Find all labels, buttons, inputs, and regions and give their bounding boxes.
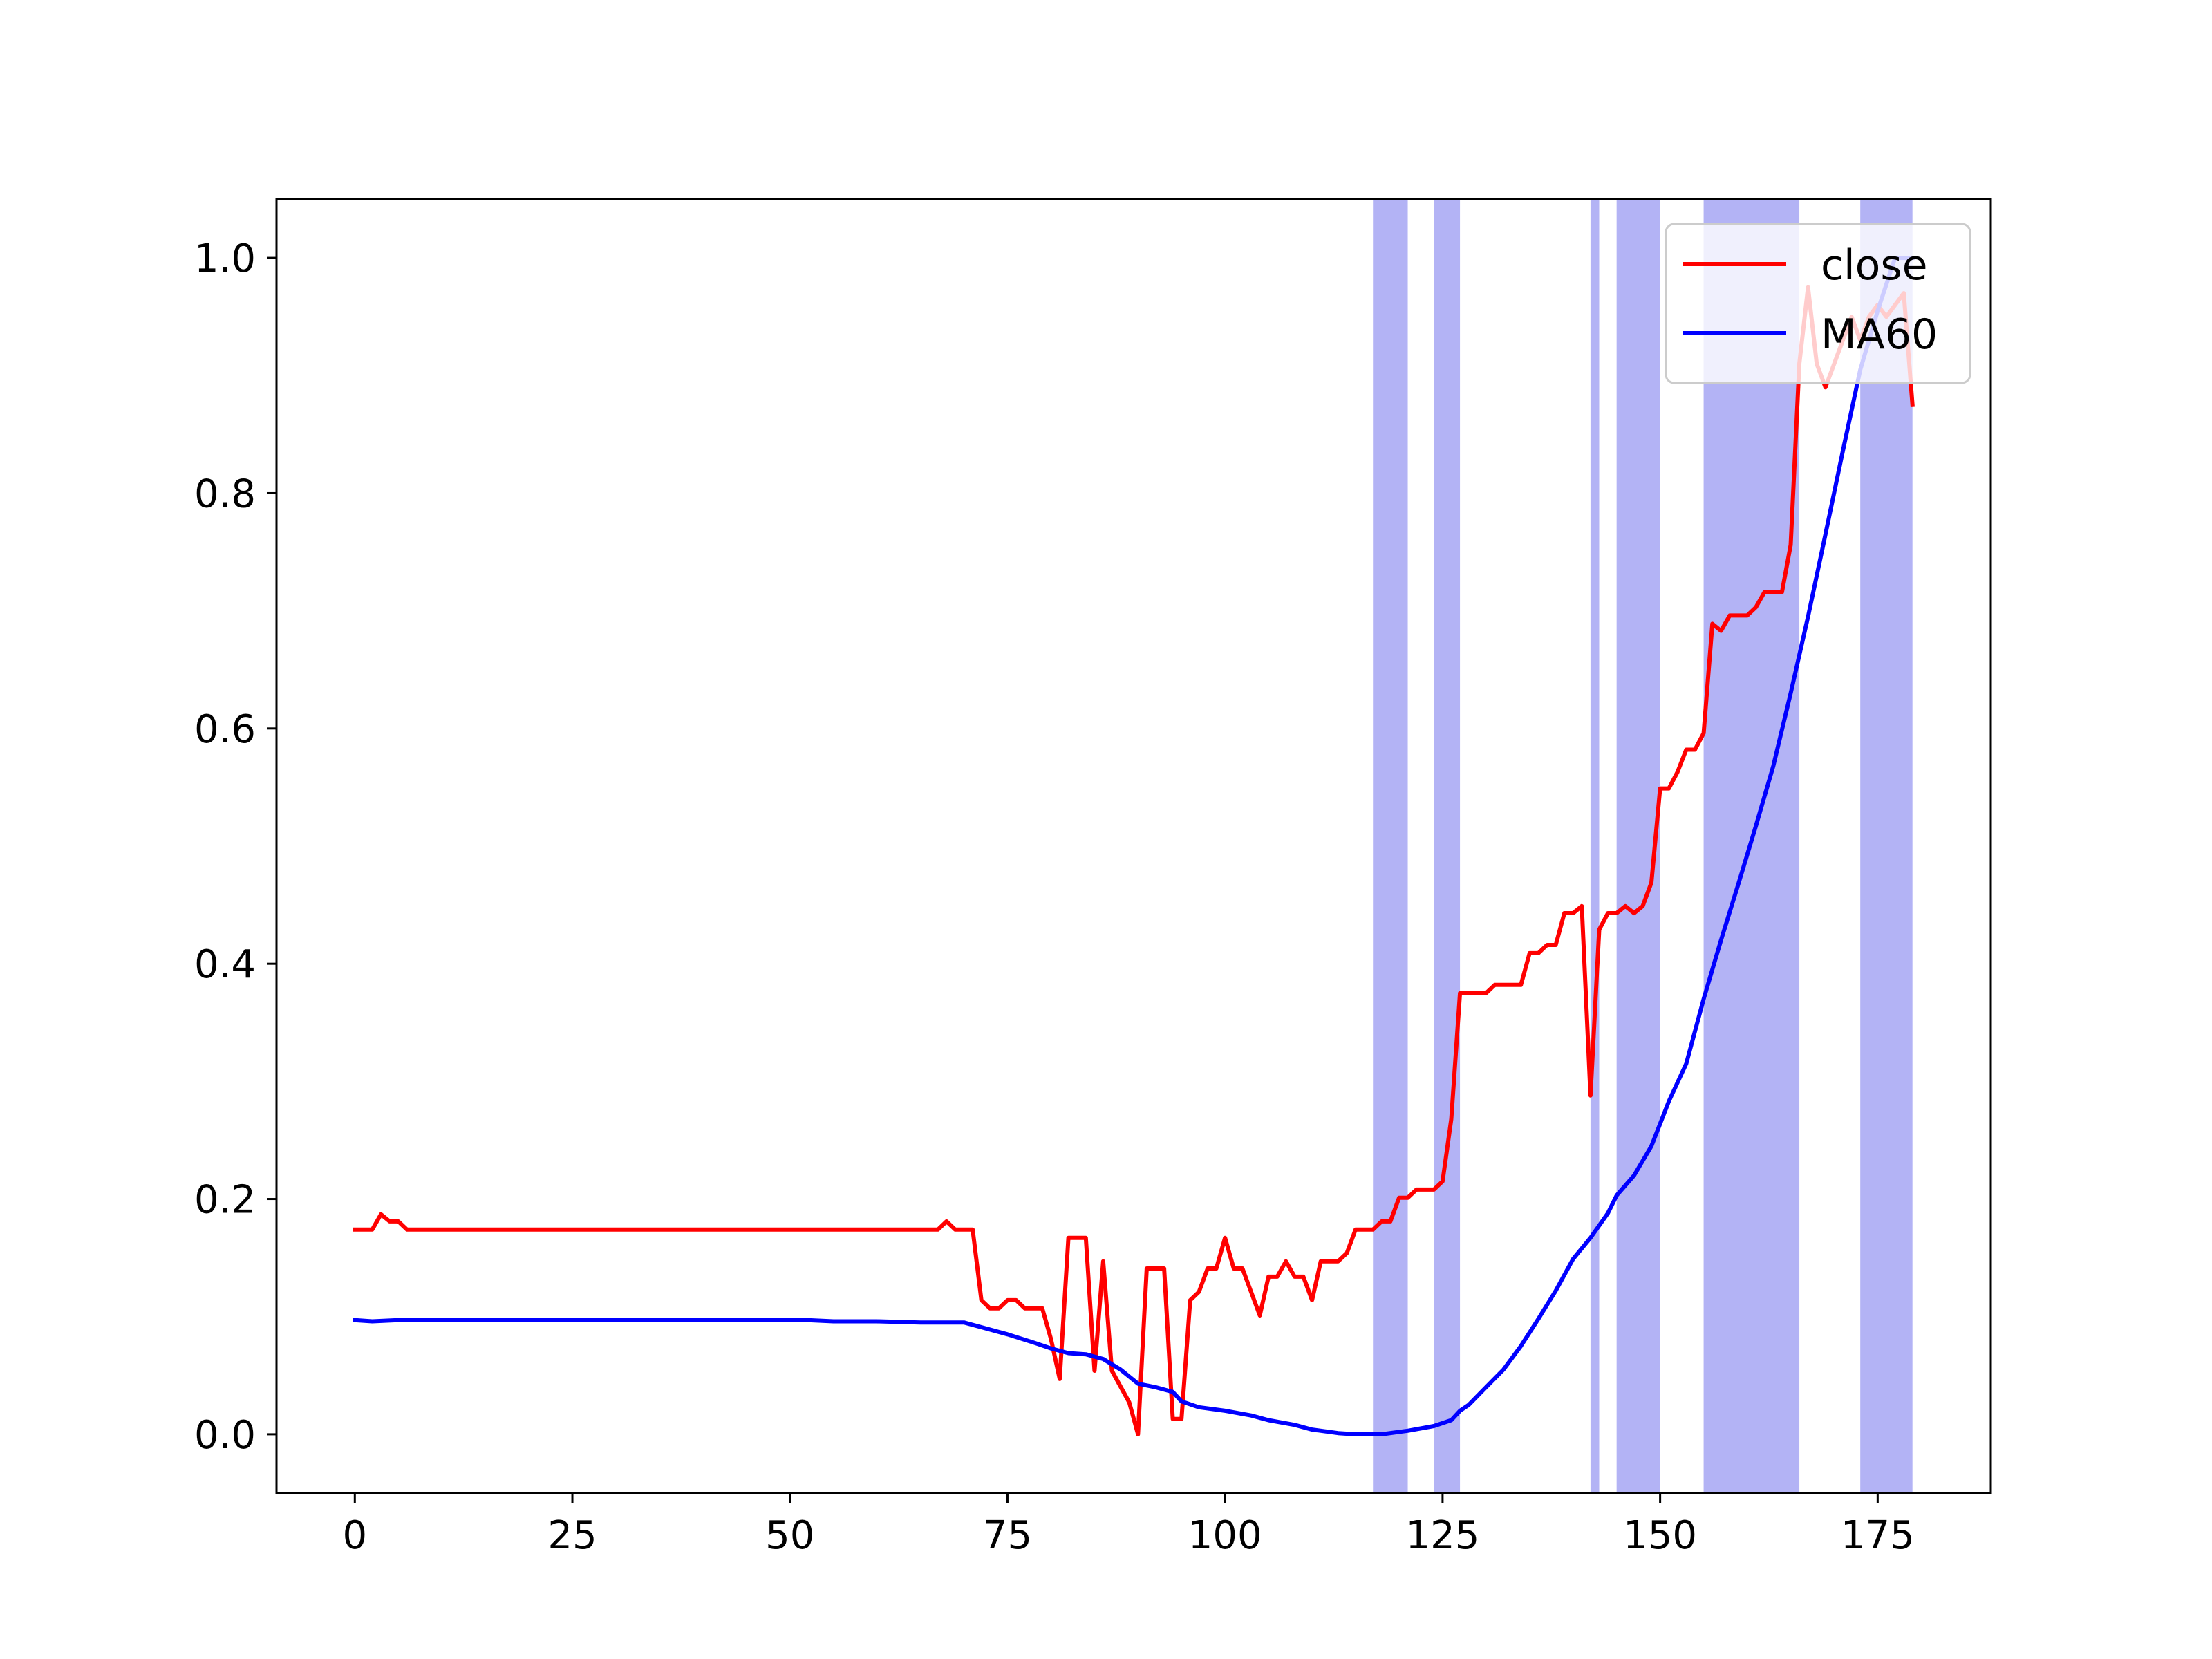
legend-label: MA60 (1821, 310, 1938, 359)
shaded-span (1860, 199, 1913, 1493)
x-tick-label: 100 (1188, 1513, 1262, 1558)
x-tick-label: 25 (547, 1513, 597, 1558)
plot-frame (275, 198, 1992, 1494)
shaded-spans (1373, 199, 1913, 1493)
legend-label: close (1821, 241, 1928, 290)
shaded-span (1434, 199, 1461, 1493)
legend: close MA60 (1665, 223, 1971, 384)
shaded-span (1590, 199, 1600, 1493)
x-tick-label: 75 (983, 1513, 1032, 1558)
x-tick-label: 125 (1405, 1513, 1479, 1558)
y-tick-label: 0.2 (194, 1178, 256, 1223)
series-lines (353, 256, 1915, 1436)
x-tick-label: 150 (1623, 1513, 1697, 1558)
y-tick-label: 0.8 (194, 471, 256, 516)
y-axis: 0.0 0.2 0.4 0.6 0.8 1.0 (194, 236, 276, 1458)
x-tick-label: 175 (1841, 1513, 1915, 1558)
y-tick-label: 1.0 (194, 236, 256, 281)
y-tick-label: 0.6 (194, 707, 256, 752)
y-tick-label: 0.0 (194, 1413, 256, 1458)
shaded-span (1373, 199, 1408, 1493)
x-tick-label: 50 (765, 1513, 814, 1558)
y-tick-label: 0.4 (194, 942, 256, 987)
series-line-ma60 (353, 256, 1915, 1436)
x-axis: 0 25 50 75 100 125 150 175 (342, 1493, 1915, 1558)
x-tick-label: 0 (342, 1513, 367, 1558)
series-line-close (353, 285, 1915, 1436)
